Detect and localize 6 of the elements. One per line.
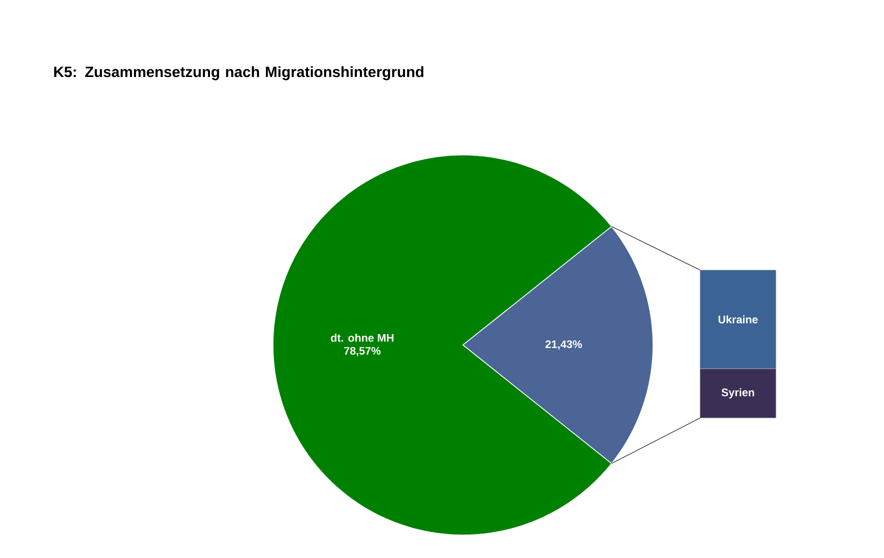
data-label: 78,57% [344,346,381,356]
series-label: Ukraine [718,315,758,324]
chart-title: K5: Zusammensetzung nach Migrationshintergrund [54,66,424,80]
slice-label: dt. ohne MH [330,334,394,342]
data-label: 21,43% [546,340,582,350]
series-label: Syrien [722,388,754,398]
